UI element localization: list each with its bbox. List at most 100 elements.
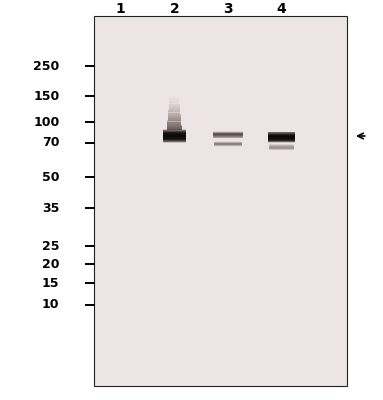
Bar (269, 149, 294, 150)
Bar (167, 127, 182, 128)
Bar (213, 137, 243, 138)
Bar (268, 138, 295, 139)
Bar (213, 133, 243, 134)
Bar (214, 143, 242, 144)
Bar (268, 139, 295, 140)
Bar (268, 134, 295, 135)
Bar (214, 146, 242, 147)
Bar (268, 135, 295, 136)
Bar (268, 138, 295, 139)
Bar (268, 134, 295, 135)
Bar (163, 132, 186, 133)
Bar (269, 144, 294, 145)
Bar (169, 101, 179, 102)
Bar (268, 135, 295, 136)
Bar (163, 135, 186, 136)
Bar (269, 145, 294, 146)
Bar (214, 143, 242, 144)
Bar (169, 109, 180, 110)
Bar (167, 123, 181, 124)
Bar (168, 118, 181, 119)
Bar (163, 131, 186, 132)
Bar (269, 145, 294, 146)
Bar (168, 116, 181, 117)
Bar (268, 140, 295, 141)
Bar (268, 137, 295, 138)
Bar (163, 132, 186, 133)
Bar (170, 98, 179, 100)
Bar (167, 122, 181, 123)
Bar (163, 135, 186, 136)
Bar (214, 145, 242, 146)
Bar (169, 110, 180, 111)
Bar (163, 138, 186, 139)
Bar (168, 112, 180, 113)
Text: 25: 25 (42, 240, 59, 252)
Bar (167, 129, 182, 130)
Bar (167, 127, 182, 128)
Bar (167, 122, 181, 123)
Bar (167, 121, 181, 122)
Bar (169, 100, 179, 101)
Bar (213, 132, 243, 133)
Bar (167, 125, 182, 126)
Bar (268, 132, 295, 133)
Bar (269, 146, 294, 147)
Bar (169, 104, 180, 105)
Bar (163, 136, 186, 137)
Bar (268, 137, 295, 138)
Bar (268, 138, 295, 139)
Bar (163, 137, 186, 138)
Bar (268, 134, 295, 135)
Bar (163, 140, 186, 141)
Bar (269, 144, 294, 145)
Bar (163, 134, 186, 135)
Bar (167, 125, 182, 126)
Bar (169, 107, 180, 108)
Bar (163, 141, 186, 142)
Bar (163, 141, 186, 142)
Bar (169, 102, 179, 103)
Bar (269, 144, 294, 145)
Bar (168, 114, 180, 115)
Bar (268, 138, 295, 139)
Bar (168, 116, 181, 118)
Bar (169, 103, 179, 104)
Bar (269, 147, 294, 148)
Bar (213, 131, 243, 132)
Bar (213, 137, 243, 138)
Bar (213, 132, 243, 133)
Bar (167, 124, 182, 125)
Bar (214, 144, 242, 145)
Bar (163, 130, 186, 131)
Bar (214, 142, 242, 143)
Bar (214, 145, 242, 146)
Bar (213, 134, 243, 135)
Bar (163, 140, 186, 141)
Bar (168, 115, 180, 116)
Bar (163, 130, 186, 131)
Bar (268, 137, 295, 138)
Bar (214, 143, 242, 144)
Bar (170, 97, 179, 98)
Bar (169, 111, 180, 112)
Bar (163, 137, 186, 138)
Bar (168, 113, 180, 114)
Bar (214, 144, 242, 145)
Bar (214, 142, 242, 143)
Text: 50: 50 (42, 171, 59, 184)
Bar (213, 134, 243, 135)
Bar (163, 131, 186, 132)
Text: 250: 250 (33, 60, 59, 72)
Bar (213, 137, 243, 138)
Bar (167, 126, 182, 127)
Text: 10: 10 (42, 298, 59, 311)
Bar (213, 136, 243, 137)
Bar (214, 142, 242, 143)
Bar (163, 139, 186, 140)
Text: 100: 100 (33, 116, 59, 128)
Bar (213, 133, 243, 134)
Bar (163, 138, 186, 139)
Bar (163, 138, 186, 139)
Text: 35: 35 (42, 202, 59, 214)
